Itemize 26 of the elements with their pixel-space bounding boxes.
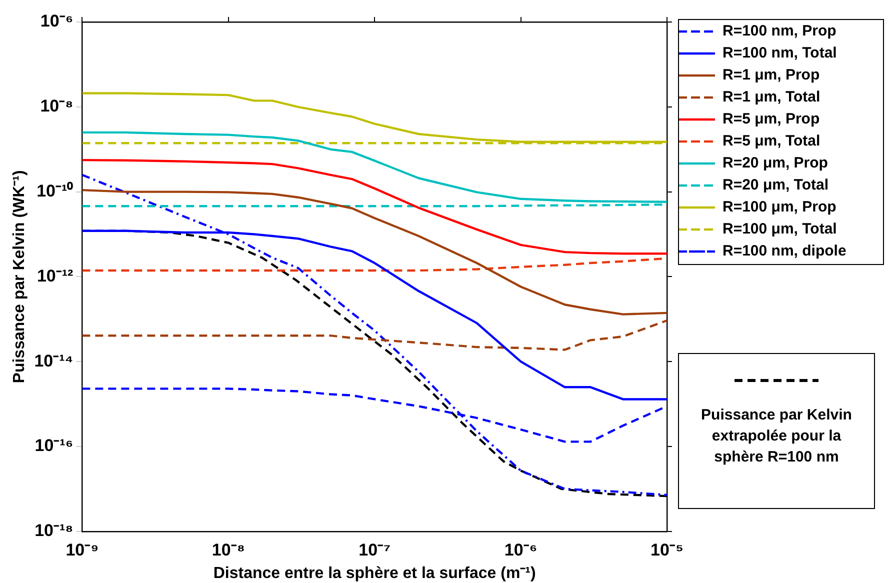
x-tick-label: 10⁻⁸ [212,540,245,560]
y-tick-label: 10⁻⁸ [40,96,74,116]
y-tick-label: 10⁻¹⁴ [34,351,74,370]
y-tick-label: 10⁻¹² [36,266,74,286]
y-tick-label: 10⁻¹⁶ [34,436,74,456]
x-tick-label: 10⁻⁶ [504,540,538,560]
legend-label: R=100 nm, dipole [722,242,846,260]
legend-label: R=20 μm, Prop [722,154,828,172]
legend-label: R=100 nm, Total [722,44,837,62]
legend-label: R=1 μm, Prop [722,66,820,84]
x-axis-title: Distance entre la sphère et la surface (m⁻¹) [213,564,536,582]
x-tick-label: 10⁻⁵ [650,540,684,560]
legend-label: Puissance par Kelvin extrapolée pour la sphère R=100 nm [701,406,852,466]
legend-label: R=1 μm, Total [722,88,820,106]
x-tick-label: 10⁻⁹ [66,540,99,560]
y-tick-label: 10⁻¹⁰ [36,181,74,200]
y-tick-label: 10⁻¹⁸ [34,521,74,540]
legend-label: R=5 μm, Total [722,132,820,150]
legend-label: R=100 μm, Total [722,220,837,238]
y-tick-label: 10⁻⁶ [40,12,74,31]
y-axis-title: Puissance par Kelvin (WK⁻¹) [11,170,28,384]
legend-label: R=20 μm, Total [722,176,829,194]
legend-label: R=100 μm, Prop [722,198,836,216]
legend-label: R=5 μm, Prop [722,110,820,128]
x-tick-label: 10⁻⁷ [358,540,391,560]
legend-label: R=100 nm, Prop [722,22,836,40]
